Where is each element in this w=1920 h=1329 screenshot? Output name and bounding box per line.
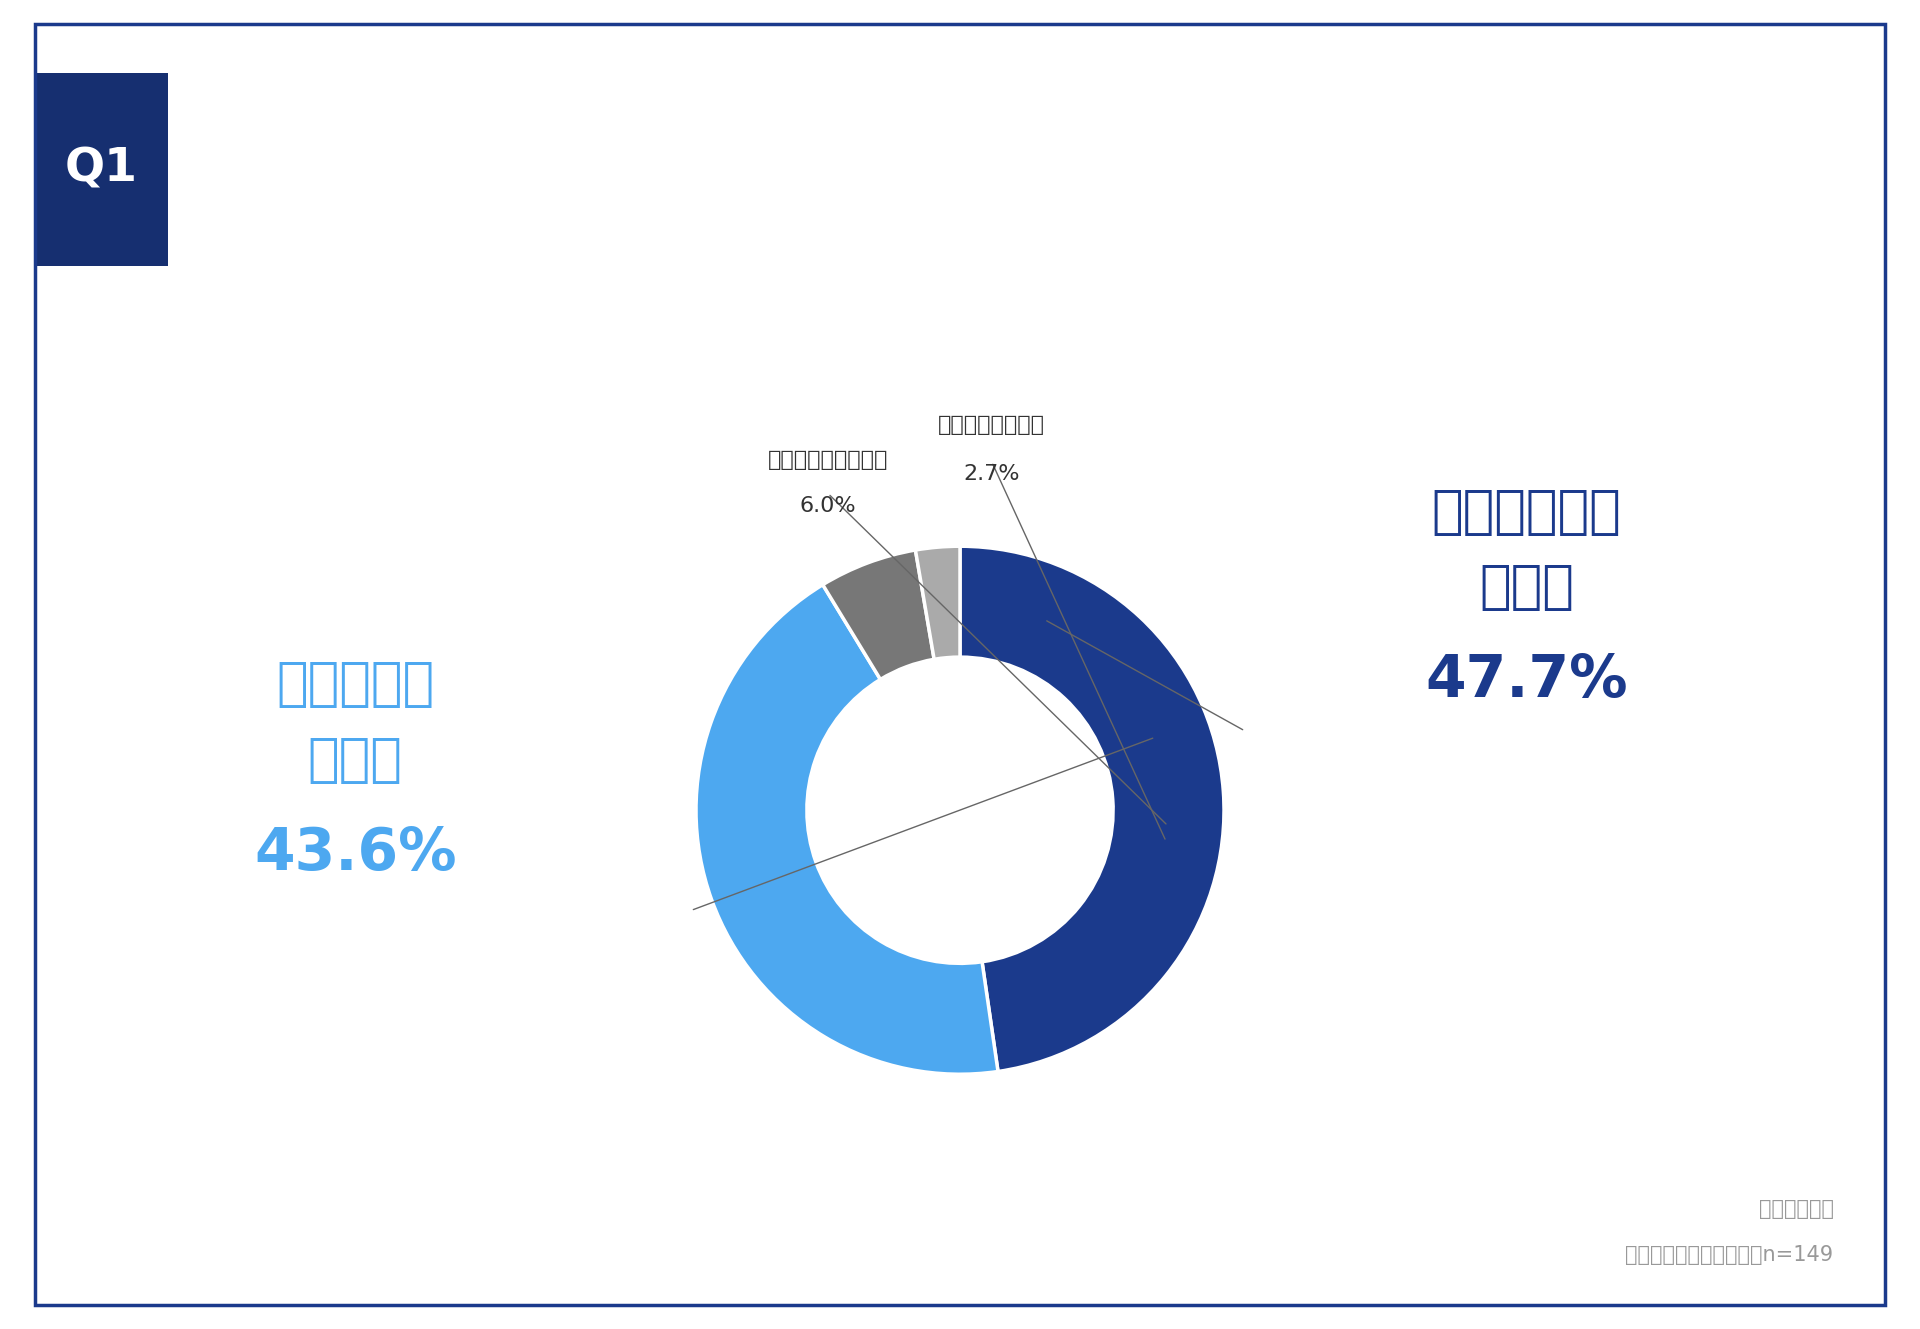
Text: 心幸グループ: 心幸グループ	[1759, 1199, 1834, 1219]
Text: Q1: Q1	[65, 148, 138, 191]
Text: 47.7%: 47.7%	[1425, 653, 1628, 708]
Text: 6.0%: 6.0%	[801, 496, 856, 516]
Wedge shape	[824, 550, 935, 679]
Wedge shape	[916, 546, 960, 659]
Text: 感じる: 感じる	[1478, 561, 1574, 614]
Text: 感じる: 感じる	[307, 734, 403, 787]
Wedge shape	[960, 546, 1223, 1071]
Text: 非常に不快に: 非常に不快に	[1432, 485, 1620, 538]
Text: 2.7%: 2.7%	[964, 464, 1020, 484]
Text: 全く気にならない: 全く気にならない	[939, 416, 1044, 436]
Wedge shape	[697, 585, 998, 1074]
FancyBboxPatch shape	[35, 73, 167, 266]
Text: 喫煙に関する意識調査｜n=149: 喫煙に関する意識調査｜n=149	[1626, 1245, 1834, 1265]
Text: やや不快に: やや不快に	[276, 658, 434, 711]
Text: 営業担当者からたばこの臭いがすることについて、: 営業担当者からたばこの臭いがすることについて、	[192, 124, 689, 158]
Text: どのように感じますか。: どのように感じますか。	[192, 201, 430, 235]
Text: あまり気にならない: あまり気にならない	[768, 449, 889, 469]
Text: 43.6%: 43.6%	[253, 825, 457, 881]
